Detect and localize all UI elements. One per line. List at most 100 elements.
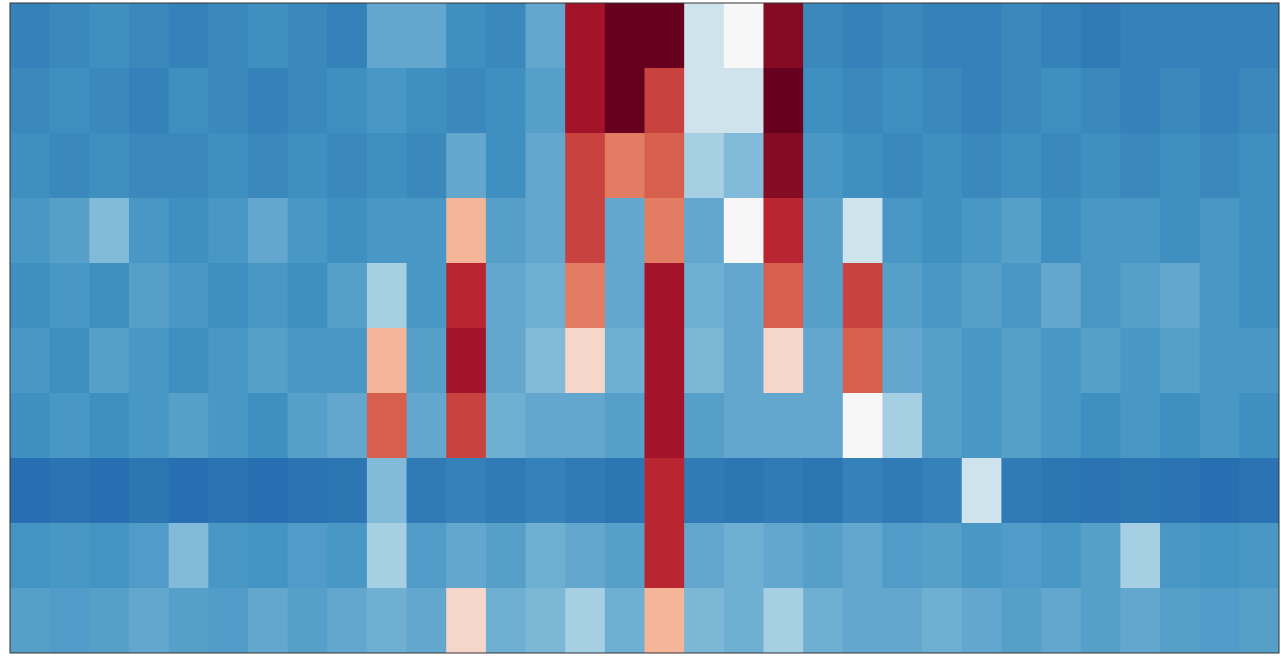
heatmap-cell	[129, 458, 169, 524]
heatmap-cell	[882, 68, 922, 134]
heatmap-cell	[50, 3, 90, 69]
heatmap-cell	[1081, 328, 1121, 394]
heatmap-cell	[1001, 588, 1041, 654]
heatmap-cell	[803, 3, 843, 69]
heatmap-cell	[565, 588, 605, 654]
heatmap-cell	[446, 458, 486, 524]
heatmap-cell	[526, 588, 566, 654]
heatmap-cell	[1239, 393, 1279, 459]
heatmap-cell	[724, 588, 764, 654]
heatmap-cell	[288, 133, 328, 199]
heatmap-cell	[327, 3, 367, 69]
heatmap-cell	[922, 68, 962, 134]
heatmap-cell	[724, 458, 764, 524]
heatmap-cell	[208, 68, 248, 134]
heatmap-cell	[89, 133, 129, 199]
heatmap-cell	[526, 523, 566, 589]
heatmap-cell	[803, 328, 843, 394]
heatmap-cell	[367, 393, 407, 459]
heatmap-cell	[1001, 458, 1041, 524]
heatmap-cell	[724, 68, 764, 134]
heatmap-cell	[248, 328, 288, 394]
heatmap-cell	[50, 393, 90, 459]
heatmap-cell	[1041, 263, 1081, 329]
heatmap-cell	[882, 3, 922, 69]
heatmap-cell	[446, 133, 486, 199]
heatmap-cell	[1081, 523, 1121, 589]
heatmap-cell	[645, 68, 685, 134]
heatmap-cell	[10, 588, 50, 654]
heatmap-cell	[248, 263, 288, 329]
heatmap-cell	[10, 198, 50, 264]
heatmap-cell	[882, 458, 922, 524]
heatmap-cell	[1041, 198, 1081, 264]
heatmap-cell	[922, 263, 962, 329]
heatmap-cell	[1001, 198, 1041, 264]
heatmap-cell	[407, 68, 447, 134]
heatmap-cell	[407, 3, 447, 69]
heatmap-cell	[962, 263, 1002, 329]
heatmap-cell	[605, 393, 645, 459]
heatmap-cell	[605, 523, 645, 589]
heatmap-cell	[327, 588, 367, 654]
heatmap-cell	[882, 523, 922, 589]
heatmap-cell	[882, 198, 922, 264]
heatmap-cell	[486, 328, 526, 394]
heatmap-cell	[486, 588, 526, 654]
heatmap-cell	[10, 3, 50, 69]
heatmap-cell	[1160, 588, 1200, 654]
heatmap-cell	[407, 588, 447, 654]
heatmap-cell	[89, 393, 129, 459]
heatmap-cell	[882, 393, 922, 459]
heatmap-cell	[1239, 133, 1279, 199]
heatmap-cell	[526, 133, 566, 199]
heatmap-cell	[288, 588, 328, 654]
heatmap-cell	[1120, 68, 1160, 134]
heatmap-cell	[50, 133, 90, 199]
heatmap-cell	[1081, 263, 1121, 329]
heatmap-cell	[1081, 588, 1121, 654]
heatmap-cell	[1001, 523, 1041, 589]
heatmap-cell	[446, 588, 486, 654]
heatmap-cell	[446, 68, 486, 134]
heatmap-cell	[169, 133, 209, 199]
heatmap-cell	[724, 133, 764, 199]
heatmap-cell	[763, 198, 803, 264]
heatmap-cell	[407, 263, 447, 329]
heatmap-cell	[89, 523, 129, 589]
heatmap-cell	[327, 328, 367, 394]
heatmap-cell	[446, 328, 486, 394]
heatmap-cell	[803, 458, 843, 524]
heatmap-cell	[1041, 458, 1081, 524]
heatmap-cell	[922, 328, 962, 394]
heatmap-cell	[763, 263, 803, 329]
heatmap-cell	[288, 3, 328, 69]
heatmap-cell	[526, 3, 566, 69]
heatmap-cell	[486, 263, 526, 329]
heatmap-cell	[50, 588, 90, 654]
heatmap-cell	[1239, 523, 1279, 589]
heatmap-cell	[565, 263, 605, 329]
heatmap-cell	[1120, 523, 1160, 589]
heatmap-cell	[843, 198, 883, 264]
heatmap-cell	[1041, 393, 1081, 459]
heatmap-cell	[50, 328, 90, 394]
heatmap-cell	[645, 458, 685, 524]
heatmap-cell	[843, 3, 883, 69]
heatmap-cell	[50, 523, 90, 589]
heatmap-cell	[446, 393, 486, 459]
heatmap-cell	[922, 3, 962, 69]
heatmap-cell	[446, 523, 486, 589]
heatmap-cell	[327, 133, 367, 199]
heatmap-cell	[1160, 263, 1200, 329]
heatmap-cell	[50, 68, 90, 134]
heatmap-cell	[922, 393, 962, 459]
heatmap-cell	[1239, 328, 1279, 394]
heatmap-cell	[208, 198, 248, 264]
heatmap-cell	[248, 198, 288, 264]
heatmap-cell	[684, 198, 724, 264]
heatmap-cell	[208, 133, 248, 199]
heatmap-cell	[645, 328, 685, 394]
heatmap-cell	[684, 328, 724, 394]
heatmap-cell	[327, 198, 367, 264]
